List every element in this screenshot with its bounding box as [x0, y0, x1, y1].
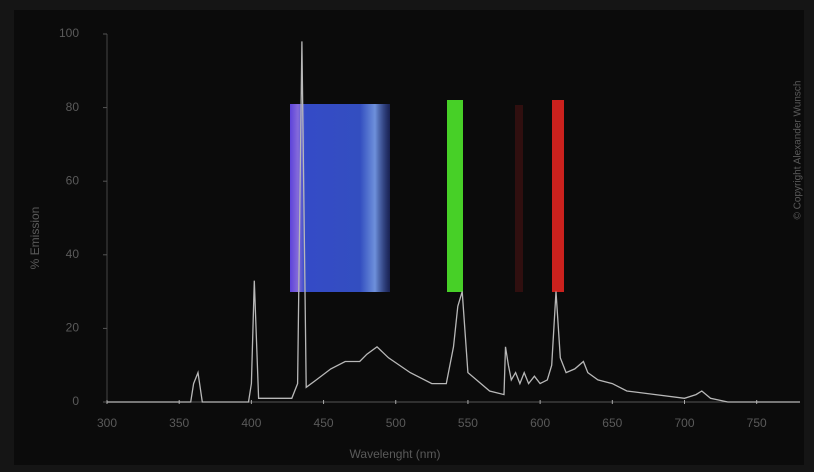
- y-tick-label: 60: [66, 173, 80, 187]
- y-tick-label: 80: [66, 100, 80, 114]
- blue-band: [290, 104, 390, 292]
- x-tick-label: 500: [386, 416, 406, 430]
- x-axis-label: Wavelenght (nm): [350, 447, 441, 461]
- red-band: [552, 100, 564, 292]
- copyright: © Copyright Alexander Wunsch: [793, 81, 804, 220]
- x-tick-label: 400: [241, 416, 261, 430]
- x-tick-label: 450: [314, 416, 334, 430]
- x-tick-label: 750: [747, 416, 767, 430]
- faint-red-band: [515, 105, 523, 292]
- y-tick-label: 0: [72, 394, 79, 408]
- x-tick-label: 350: [169, 416, 189, 430]
- x-tick-label: 650: [602, 416, 622, 430]
- green-band: [447, 100, 463, 292]
- y-tick-label: 20: [66, 321, 80, 335]
- emission-line: [107, 41, 800, 403]
- plot-panel: [14, 10, 804, 465]
- y-axis-label: % Emission: [28, 207, 42, 270]
- x-tick-label: 600: [530, 416, 550, 430]
- y-tick-label: 100: [59, 26, 79, 40]
- y-tick-label: 40: [66, 247, 80, 261]
- x-tick-label: 700: [674, 416, 694, 430]
- x-tick-label: 550: [458, 416, 478, 430]
- x-tick-label: 300: [97, 416, 117, 430]
